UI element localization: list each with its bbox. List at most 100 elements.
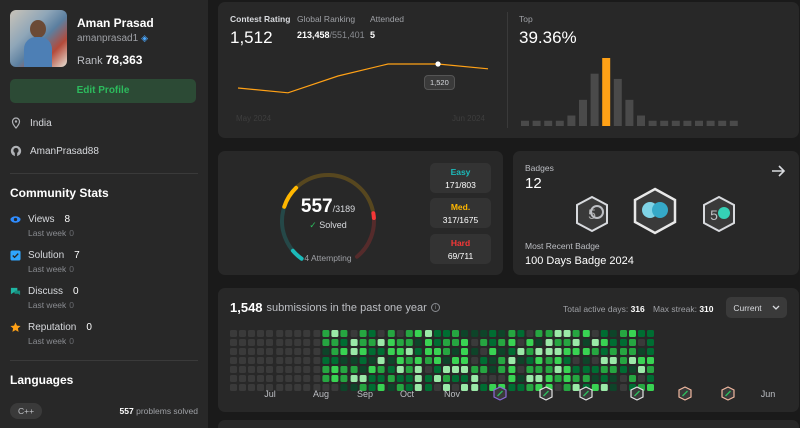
heatmap-cell [638, 357, 645, 364]
heatmap-cell [303, 384, 311, 391]
heatmap-cell [276, 339, 284, 346]
github-link[interactable]: AmanPrasad88 [30, 145, 99, 157]
heatmap-cell [471, 366, 479, 373]
heatmap-cell [285, 366, 293, 373]
badge-50-days-icon[interactable]: 5 [573, 195, 611, 233]
heatmap-cell [452, 339, 459, 346]
month-label: Jul [264, 389, 276, 399]
heatmap-cell [239, 348, 246, 355]
difficulty-medium[interactable]: Med. 317/1675 [430, 198, 491, 228]
badge-100-days-icon[interactable] [631, 187, 679, 235]
stat-delta: 0 [69, 336, 75, 346]
axis-start-label: May 2024 [236, 114, 272, 123]
sidebar-divider [10, 173, 198, 174]
month-badge-icon[interactable] [579, 386, 593, 401]
heatmap-cell [303, 366, 311, 373]
heatmap-cell [582, 366, 590, 373]
reputation-star-icon [10, 322, 21, 332]
solved-label-row: ✓ Solved [278, 220, 378, 231]
heatmap-cell [276, 357, 284, 364]
info-icon[interactable]: i [430, 303, 440, 312]
heatmap-cell [377, 330, 385, 337]
heatmap-cell [600, 375, 608, 382]
arrow-right-icon[interactable] [770, 163, 786, 179]
month-badge-icon[interactable] [630, 386, 644, 401]
stat-sub-label: Last week [28, 336, 67, 346]
ring-progress [371, 211, 376, 220]
heatmap-cell [563, 339, 571, 346]
rating-point-highlight[interactable] [435, 61, 441, 67]
heatmap-cell [368, 330, 376, 337]
heatmap-cell [257, 348, 264, 355]
difficulty-value: 171/803 [445, 180, 476, 190]
heatmap-cell [340, 375, 348, 382]
month-badge-icon[interactable] [493, 386, 507, 401]
distribution-bar [660, 120, 669, 126]
month-badge-icon[interactable] [721, 386, 735, 401]
avatar[interactable] [10, 10, 67, 67]
heatmap-cell [563, 348, 571, 355]
difficulty-hard[interactable]: Hard 69/711 [430, 234, 491, 264]
heatmap-cell [620, 357, 627, 364]
heatmap-cell [471, 375, 479, 382]
heatmap-cell [647, 375, 654, 382]
heatmap-cell [239, 375, 246, 382]
heatmap-cell [239, 339, 246, 346]
github-row[interactable]: AmanPrasad88 [10, 145, 198, 157]
contest-rating-value: 1,512 [230, 28, 273, 47]
heatmap-cell [554, 330, 562, 337]
language-tag[interactable]: C++ [10, 403, 43, 419]
heatmap-cell [285, 348, 293, 355]
heatmap-cell [609, 357, 617, 364]
heatmap-cell [582, 375, 590, 382]
distribution-bar [532, 120, 541, 126]
ranking-distribution-chart[interactable] [518, 52, 798, 128]
stat-delta: 0 [69, 228, 75, 238]
heatmap-cell [535, 330, 543, 337]
heatmap-cell [248, 375, 255, 382]
heatmap-cell [257, 375, 264, 382]
max-streak-value: 310 [699, 304, 714, 314]
heatmap-cell [294, 384, 302, 391]
month-badge-icon[interactable] [678, 386, 692, 401]
submission-heatmap[interactable]: Jul Aug Sep Oct Nov Jun [218, 288, 799, 412]
heatmap-cell [508, 384, 516, 391]
contest-divider [507, 12, 508, 128]
heatmap-cell [638, 339, 645, 346]
heatmap-cell [322, 366, 330, 373]
heatmap-cell [591, 357, 599, 364]
heatmap-cell [340, 357, 348, 364]
heatmap-cell [331, 375, 339, 382]
heatmap-cell [461, 384, 468, 391]
heatmap-cell [396, 375, 404, 382]
heatmap-cell [498, 339, 506, 346]
difficulty-easy[interactable]: Easy 171/803 [430, 163, 491, 193]
heatmap-cell [257, 357, 264, 364]
heatmap-cell [554, 348, 562, 355]
year-select[interactable]: Current [726, 297, 787, 318]
svg-text:5: 5 [710, 207, 718, 223]
month-badge-icon[interactable] [539, 386, 553, 401]
stat-label: Reputation [28, 322, 77, 333]
heatmap-cell [313, 375, 321, 382]
heatmap-cell [387, 357, 395, 364]
heatmap-cell [461, 357, 468, 364]
stat-delta: 0 [69, 300, 75, 310]
rating-tooltip: 1,520 [424, 75, 455, 90]
stat-value: 0 [73, 286, 79, 297]
badge-50-days-2024-icon[interactable]: 5 [700, 195, 738, 233]
heatmap-cell [350, 357, 358, 364]
heatmap-cell [414, 384, 422, 391]
heatmap-cell [461, 339, 468, 346]
profile-sidebar: Aman Prasad amanprasad1 ◈ Rank 78,363 Ed… [0, 0, 208, 428]
heatmap-cell [609, 375, 617, 382]
profile-rank: Rank 78,363 [77, 53, 154, 67]
heatmap-cell [563, 384, 571, 391]
heatmap-cell [387, 366, 395, 373]
heatmap-cell [572, 384, 580, 391]
solved-progress-ring[interactable] [268, 169, 388, 269]
edit-profile-button[interactable]: Edit Profile [10, 79, 196, 103]
heatmap-cell [582, 330, 590, 337]
rating-line-chart[interactable] [218, 2, 508, 138]
distribution-bar [718, 120, 727, 126]
